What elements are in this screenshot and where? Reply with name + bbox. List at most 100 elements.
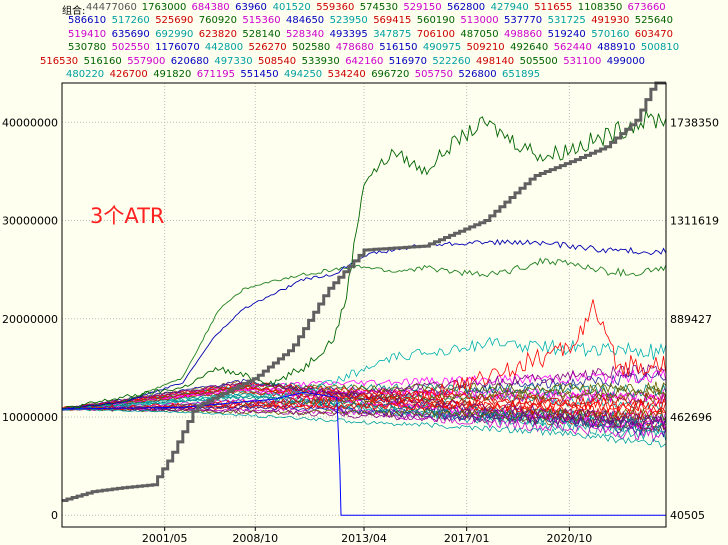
mid-green-series-line bbox=[61, 257, 667, 410]
cluster-series-line bbox=[61, 386, 667, 411]
legend-item: 671195 bbox=[196, 69, 235, 80]
legend-item: 44477060 bbox=[86, 2, 137, 13]
legend-item: 684380 bbox=[191, 2, 230, 13]
y-right-tick-label: 889427 bbox=[670, 313, 712, 326]
y-left-tick-label: 10000000 bbox=[2, 411, 58, 424]
legend-item: 493395 bbox=[329, 28, 368, 40]
legend-item: 1176070 bbox=[155, 42, 200, 54]
legend-item: 706100 bbox=[416, 28, 455, 40]
y-left-tick-label: 30000000 bbox=[2, 215, 58, 228]
legend-item: 516160 bbox=[83, 55, 122, 67]
y-right-tick-label: 1311619 bbox=[670, 215, 719, 228]
legend-item: 560190 bbox=[416, 15, 455, 27]
legend-item: 427940 bbox=[490, 2, 529, 13]
legend-item: 529150 bbox=[403, 2, 442, 13]
legend-item: 484650 bbox=[286, 15, 325, 27]
legend-item: 569415 bbox=[373, 15, 412, 27]
legend-item: 519410 bbox=[68, 28, 107, 40]
legend-item: 635690 bbox=[111, 28, 150, 40]
legend-item: 603470 bbox=[634, 28, 673, 40]
legend-item: 511655 bbox=[534, 2, 573, 13]
legend-item: 526270 bbox=[248, 42, 287, 54]
x-tick-label: 2017/01 bbox=[444, 532, 490, 545]
legend-item: 499000 bbox=[606, 55, 645, 67]
legend-item: 509210 bbox=[466, 42, 505, 54]
legend-item: 494250 bbox=[284, 69, 323, 80]
legend-item: 516970 bbox=[388, 55, 427, 67]
legend-item: 559360 bbox=[316, 2, 355, 13]
legend-item: 531725 bbox=[547, 15, 586, 27]
main-series-line bbox=[62, 81, 666, 502]
legend-item: 63960 bbox=[235, 2, 267, 13]
legend-item: 760920 bbox=[198, 15, 237, 27]
y-right-tick-label: 1738350 bbox=[670, 116, 719, 129]
legend-item: 574530 bbox=[359, 2, 398, 13]
annotation-text: 3个ATR bbox=[90, 204, 165, 228]
legend-item: 620680 bbox=[170, 55, 209, 67]
legend-item: 696720 bbox=[371, 69, 410, 80]
x-tick-label: 2013/04 bbox=[341, 532, 387, 545]
legend-item: 673660 bbox=[627, 2, 666, 13]
series-layer bbox=[61, 81, 667, 516]
y-right-tick-label: 462696 bbox=[670, 411, 712, 424]
legend-item: 537770 bbox=[504, 15, 543, 27]
legend-item: 525640 bbox=[634, 15, 673, 27]
legend-item: 642160 bbox=[345, 55, 384, 67]
legend-item: 1108350 bbox=[577, 2, 623, 13]
legend-item: 505750 bbox=[414, 69, 453, 80]
legend-item: 480220 bbox=[66, 69, 105, 80]
y-right-tick-label: 40505 bbox=[670, 509, 705, 522]
legend-item: 528340 bbox=[286, 28, 325, 40]
legend-item: 513000 bbox=[460, 15, 499, 27]
legend-item: 492640 bbox=[510, 42, 549, 54]
x-tick-label: 2020/10 bbox=[547, 532, 593, 545]
legend-item: 516530 bbox=[40, 55, 79, 67]
legend-item: 478680 bbox=[335, 42, 374, 54]
legend-item: 491930 bbox=[591, 15, 630, 27]
legend-item: 502550 bbox=[111, 42, 150, 54]
legend-item: 515360 bbox=[242, 15, 281, 27]
legend-item: 623820 bbox=[198, 28, 237, 40]
y-left-tick-label: 20000000 bbox=[2, 313, 58, 326]
legend-prefix: 组合: bbox=[62, 6, 86, 17]
legend-item: 500810 bbox=[640, 42, 680, 54]
legend-item: 525690 bbox=[155, 15, 194, 27]
legend-item: 1763000 bbox=[141, 2, 187, 13]
cluster-series-line bbox=[61, 381, 667, 410]
legend-item: 551450 bbox=[240, 69, 279, 80]
axes: 0 40505 10000000 462696 20000000 889427 300000… bbox=[2, 82, 719, 545]
red-spike-line bbox=[61, 299, 667, 411]
grid bbox=[62, 83, 666, 527]
cluster-series-line bbox=[61, 382, 667, 413]
legend-item: 497330 bbox=[214, 55, 253, 67]
legend-item: 487050 bbox=[460, 28, 499, 40]
legend-item: 651895 bbox=[502, 69, 541, 80]
green-series-line bbox=[61, 110, 667, 410]
legend-item: 442800 bbox=[204, 42, 244, 54]
legend-item: 533930 bbox=[301, 55, 340, 67]
cluster-series-line bbox=[61, 382, 667, 410]
cluster-series-line bbox=[61, 385, 667, 421]
legend-item: 586610 bbox=[68, 15, 107, 27]
legend-item: 491820 bbox=[153, 69, 192, 80]
legend-item: 530780 bbox=[68, 42, 107, 54]
legend-item: 516150 bbox=[379, 42, 418, 54]
legend-item: 557900 bbox=[127, 55, 166, 67]
legend-item: 490975 bbox=[422, 42, 462, 54]
legend-item: 570160 bbox=[591, 28, 630, 40]
legend-item: 534240 bbox=[327, 69, 366, 80]
legend-item: 502580 bbox=[292, 42, 331, 54]
legend-item: 347875 bbox=[373, 28, 412, 40]
legend-item: 426700 bbox=[109, 69, 148, 80]
legend-item: 508540 bbox=[258, 55, 297, 67]
legend-item: 523950 bbox=[329, 15, 368, 27]
cyan-low-line bbox=[61, 407, 667, 448]
cluster-series-line bbox=[61, 407, 667, 422]
legend-item: 692990 bbox=[155, 28, 194, 40]
x-tick-label: 2001/05 bbox=[142, 532, 188, 545]
legend-item: 531100 bbox=[563, 55, 602, 67]
y-left-tick-label: 40000000 bbox=[2, 116, 58, 129]
legend: 组合: 44477060 1763000 684380 63960 401520 55936… bbox=[0, 0, 728, 82]
legend-item: 522260 bbox=[432, 55, 471, 67]
